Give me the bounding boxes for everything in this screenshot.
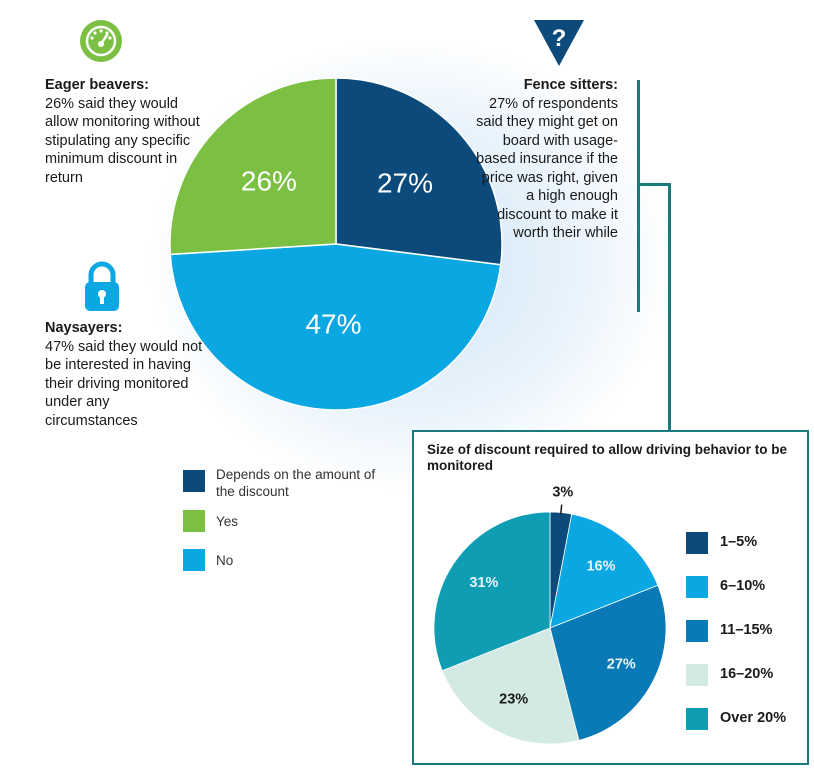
fence-sitters-heading: Fence sitters: [523,77,618,93]
legend-label-11-15: 11–15% [720,622,773,638]
data-label-6-10: 16% [586,558,615,574]
eager-beavers-text: 26% said they would allow monitoring wit… [45,95,200,186]
pie-slice-depends-on-the-amount-of-the-discount [335,77,503,266]
legend-swatch-over-20 [686,708,708,730]
data-label-yes: 26% [241,166,297,197]
fence-sitters-text: 27% of respondents said they might get o… [476,95,618,242]
legend-label-yes: Yes [216,514,239,529]
lock-icon [85,261,119,311]
naysayers-callout: Naysayers: 47% said they would not be in… [45,319,205,430]
legend-label-16-20: 16–20% [720,666,774,682]
pie-slice-6-10 [549,513,659,629]
eager-beavers-heading: Eager beavers: [45,77,149,93]
naysayers-heading: Naysayers: [45,320,123,336]
legend-label-no: No [216,553,234,568]
discount-box: Size of discount required to allow drivi… [412,430,809,765]
bracket-horizontal [637,183,671,186]
pie-slice-yes [169,77,337,256]
fence-sitters-callout: Fence sitters: 27% of respondents said t… [470,76,618,243]
speedometer-icon [80,20,122,62]
pie-slice-no [169,243,502,411]
legend-swatch-1-5 [686,532,708,554]
svg-text:?: ? [552,25,567,52]
data-label-over-20: 31% [469,575,498,591]
data-label-1-5: 3% [552,485,573,501]
eager-beavers-callout: Eager beavers: 26% said they would allow… [45,76,210,187]
legend-swatch-no [183,549,205,571]
legend-swatch-yes [183,510,205,532]
bracket-vertical [637,80,640,312]
pie-slice-16-20 [441,627,580,745]
legend-swatch-6-10 [686,576,708,598]
leader-line-1-5 [559,504,563,515]
pie-slice-11-15 [549,584,667,741]
legend-swatch-depends [183,470,205,492]
legend-label-over-20: Over 20% [720,710,787,726]
discount-pie-chart: 3% 16% 27% 23% 31% [433,485,667,745]
legend-label-depends: Depends on the amount of the discount [216,467,376,499]
legend-swatch-11-15 [686,620,708,642]
connector-line [668,183,671,431]
data-label-depends-on-the-amount-of-the-discount: 27% [377,168,433,199]
main-pie-chart: 27% 47% 26% [169,77,503,411]
legend-label-1-5: 1–5% [720,534,758,550]
legend-label-6-10: 6–10% [720,578,766,594]
data-label-11-15: 27% [607,656,636,672]
discount-chart-title: Size of discount required to allow drivi… [427,442,788,473]
data-label-no: 47% [305,308,361,339]
data-label-16-20: 23% [499,691,528,707]
pie-slice-over-20 [433,511,551,672]
naysayers-text: 47% said they would not be interested in… [45,338,203,429]
question-mark-icon: ? [534,20,584,66]
legend-swatch-16-20 [686,664,708,686]
